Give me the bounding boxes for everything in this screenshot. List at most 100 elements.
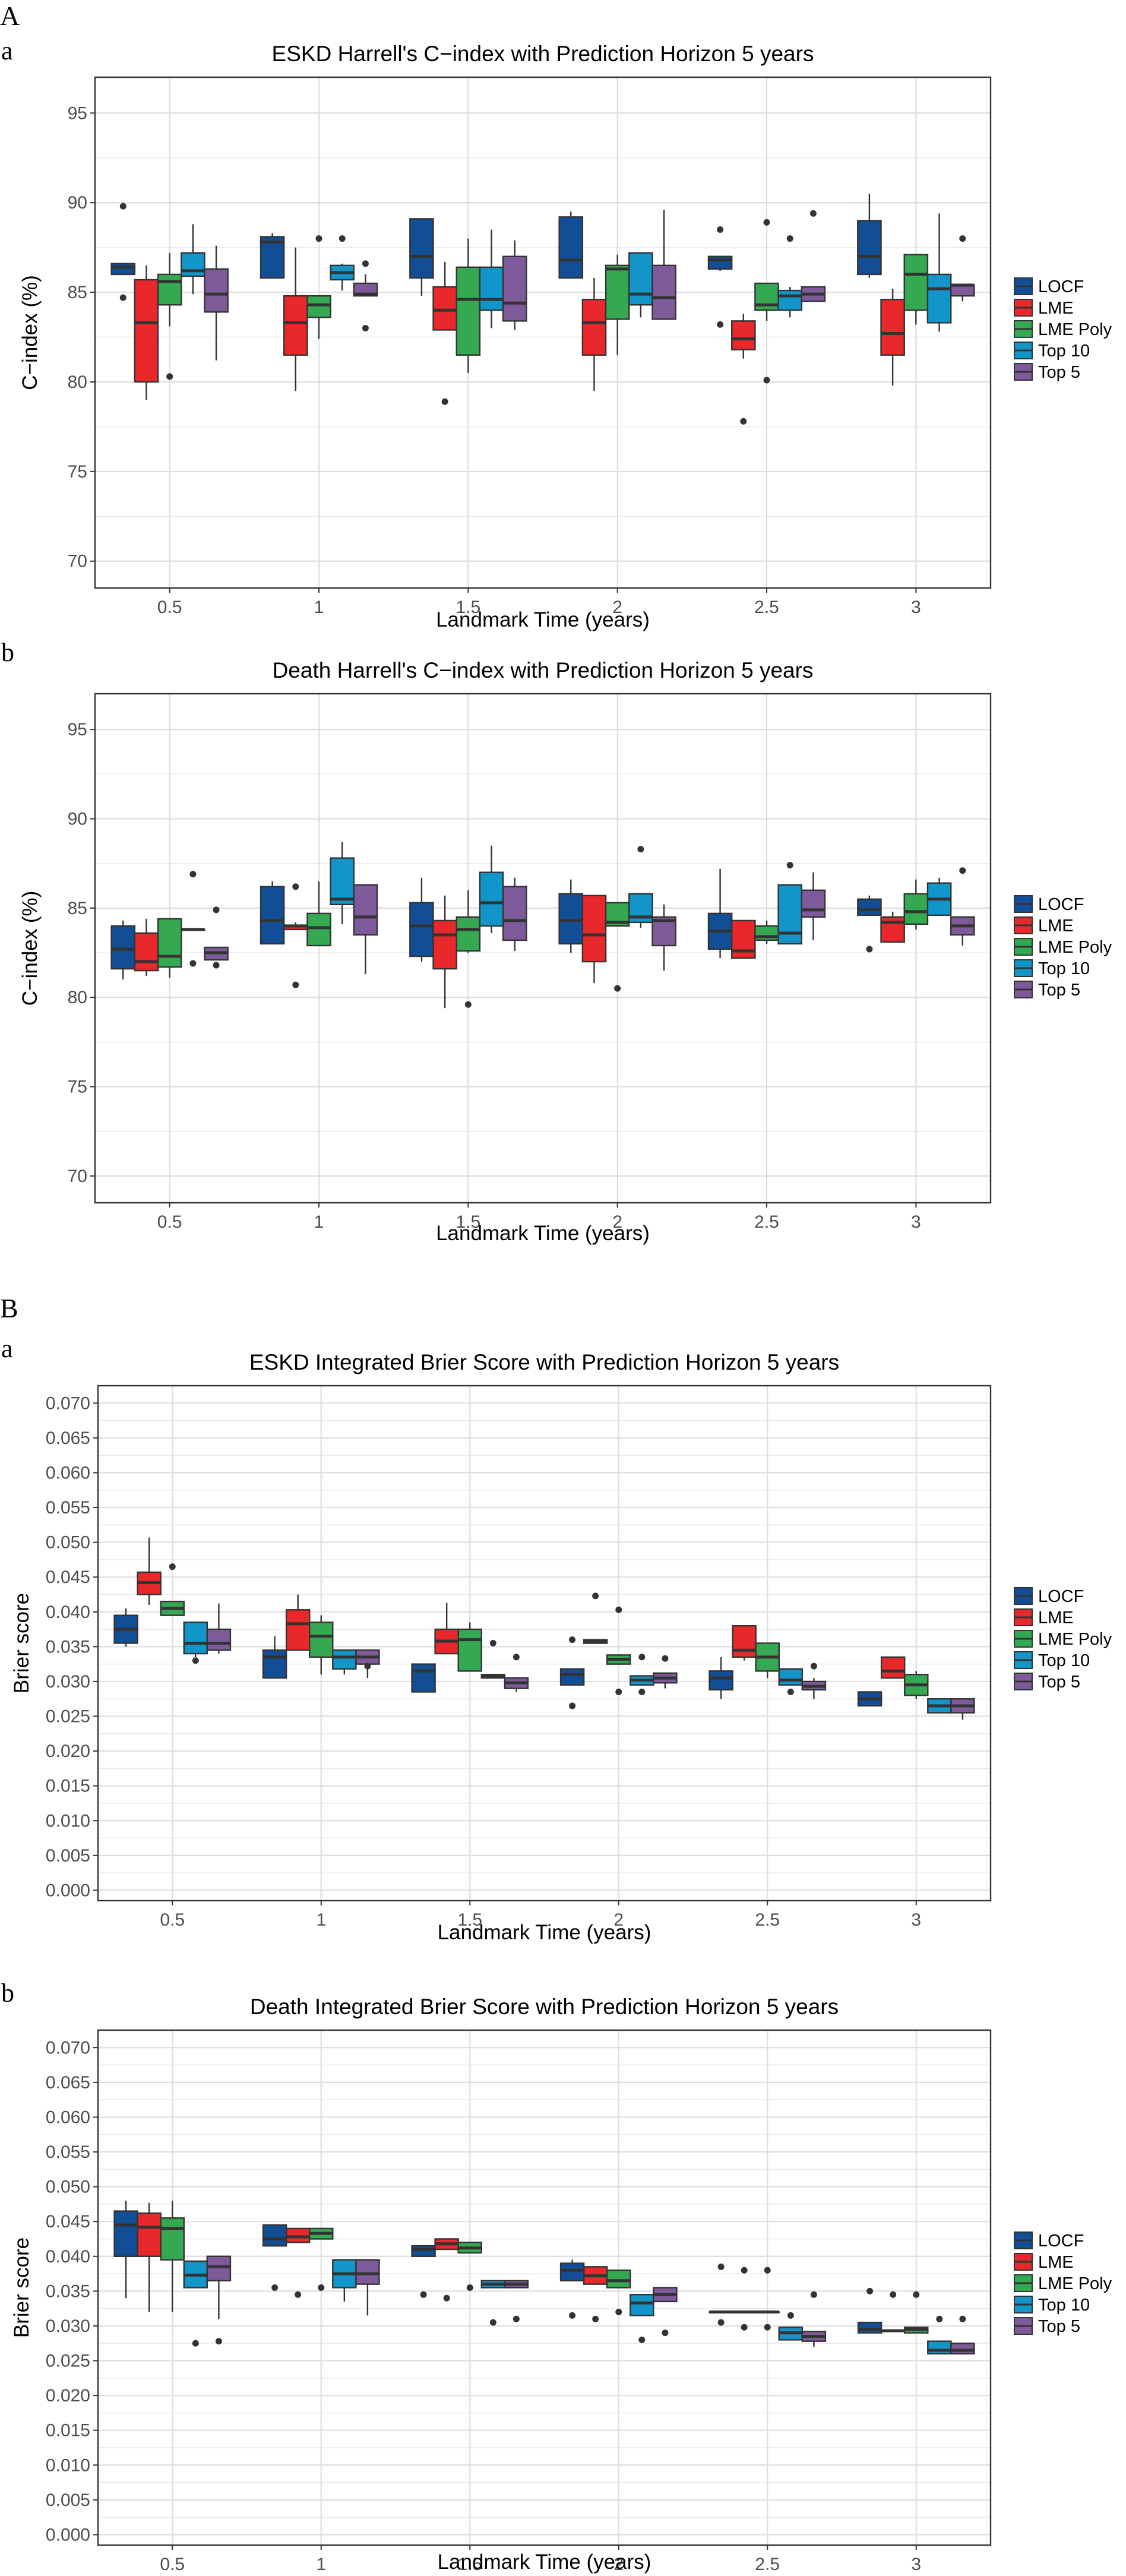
outlier-point xyxy=(119,203,126,210)
outlier-point xyxy=(192,2340,199,2347)
box xyxy=(880,916,905,943)
box xyxy=(581,298,607,356)
legend-label: LOCF xyxy=(1038,2232,1084,2251)
y-tick-label: 0.045 xyxy=(46,2212,90,2232)
box xyxy=(110,263,136,276)
box xyxy=(730,320,756,350)
outlier-point xyxy=(809,210,817,217)
box xyxy=(181,252,205,277)
box xyxy=(183,1622,208,1655)
y-tick-label: 0.035 xyxy=(46,2281,90,2301)
plot-background xyxy=(98,2030,991,2545)
x-tick-label: 2 xyxy=(613,2555,624,2574)
x-tick-label: 1.5 xyxy=(456,1212,480,1232)
x-axis-title: Landmark Time (years) xyxy=(436,1222,650,1245)
y-tick-label: 0.005 xyxy=(46,1846,90,1866)
legend-label: Top 5 xyxy=(1038,1673,1080,1692)
box xyxy=(157,918,182,968)
outlier-point xyxy=(717,226,724,233)
outlier-point xyxy=(489,2319,496,2326)
box xyxy=(409,902,434,957)
outlier-point xyxy=(637,846,644,853)
box xyxy=(113,2210,138,2257)
box xyxy=(628,252,653,306)
chart-eskd-c-index: 70 75 80 85 90 95 0.5 1 1.5 2 2.5 3 ESKD Harrell's C… xyxy=(18,42,1112,631)
outlier-point xyxy=(615,1689,622,1696)
box xyxy=(432,919,457,970)
y-tick-label: 0.025 xyxy=(46,1707,90,1727)
box xyxy=(950,284,975,297)
y-tick-label: 0.070 xyxy=(46,1393,90,1413)
box xyxy=(559,1668,585,1686)
y-tick-label: 75 xyxy=(68,462,87,482)
y-tick-label: 0.030 xyxy=(46,2316,90,2336)
outlier-point xyxy=(959,2315,966,2322)
box xyxy=(903,254,929,311)
y-tick-label: 0.040 xyxy=(46,1603,90,1622)
box xyxy=(134,932,159,972)
x-tick-label: 2.5 xyxy=(755,1910,780,1930)
outlier-point xyxy=(292,981,299,988)
legend-label: Top 10 xyxy=(1038,959,1090,978)
outlier-point xyxy=(787,1689,794,1696)
chart-death-brier-score: 0.000 0.005 0.010 0.015 0.020 0.025 0.030 0.035… xyxy=(10,1995,1112,2574)
outlier-point xyxy=(169,1563,176,1570)
outlier-point xyxy=(638,1689,646,1696)
box xyxy=(285,1609,311,1651)
y-tick-label: 0.005 xyxy=(46,2490,90,2510)
box xyxy=(732,1625,757,1658)
outlier-point xyxy=(192,1657,199,1664)
box xyxy=(950,2343,975,2355)
outlier-point xyxy=(717,321,724,328)
plot-background xyxy=(95,694,991,1203)
y-tick-label: 0.010 xyxy=(46,1811,90,1831)
outlier-point xyxy=(763,377,770,384)
plot-background xyxy=(98,1386,991,1901)
box xyxy=(283,295,308,356)
box xyxy=(857,898,882,916)
box xyxy=(157,273,182,306)
outlier-point xyxy=(764,2324,771,2331)
box xyxy=(432,286,457,331)
box xyxy=(605,264,630,320)
x-tick-label: 0.5 xyxy=(160,1910,185,1930)
y-tick-label: 0.055 xyxy=(46,2142,90,2162)
outlier-point xyxy=(810,2291,817,2298)
legend-label: Top 5 xyxy=(1038,363,1080,382)
box xyxy=(559,2262,585,2281)
y-tick-label: 90 xyxy=(68,809,87,829)
outlier-point xyxy=(638,1654,646,1661)
box xyxy=(777,289,803,311)
x-tick-label: 2 xyxy=(612,1212,622,1232)
x-axis-title: Landmark Time (years) xyxy=(436,608,650,631)
outlier-point xyxy=(513,1654,520,1661)
legend-label: LME xyxy=(1038,2253,1074,2272)
box xyxy=(206,1628,232,1651)
x-tick-label: 0.5 xyxy=(157,598,182,617)
outlier-point xyxy=(615,1606,622,1613)
y-tick-label: 0.050 xyxy=(46,1533,90,1553)
plot-border xyxy=(97,2029,992,2546)
legend-label: LME Poly xyxy=(1038,320,1112,339)
outlier-point xyxy=(513,2315,520,2322)
outlier-point xyxy=(213,962,220,969)
outlier-point xyxy=(189,960,197,967)
y-tick-label: 90 xyxy=(68,193,87,213)
y-tick-label: 75 xyxy=(68,1077,87,1097)
box xyxy=(630,2294,654,2316)
box xyxy=(581,895,607,963)
box xyxy=(332,1649,357,1670)
x-tick-label: 0.5 xyxy=(160,2555,185,2574)
outlier-point xyxy=(119,294,126,301)
box xyxy=(411,2245,436,2257)
legend-label: Top 10 xyxy=(1038,2296,1090,2315)
outlier-point xyxy=(362,260,369,267)
outlier-point xyxy=(443,2294,450,2302)
x-axis-title: Landmark Time (years) xyxy=(438,2550,651,2574)
outlier-point xyxy=(890,2291,897,2298)
box xyxy=(903,893,929,925)
legend-label: Top 10 xyxy=(1038,342,1090,361)
y-tick-label: 0.055 xyxy=(46,1498,90,1518)
y-tick-label: 0.050 xyxy=(46,2177,90,2197)
y-tick-label: 85 xyxy=(68,899,87,918)
